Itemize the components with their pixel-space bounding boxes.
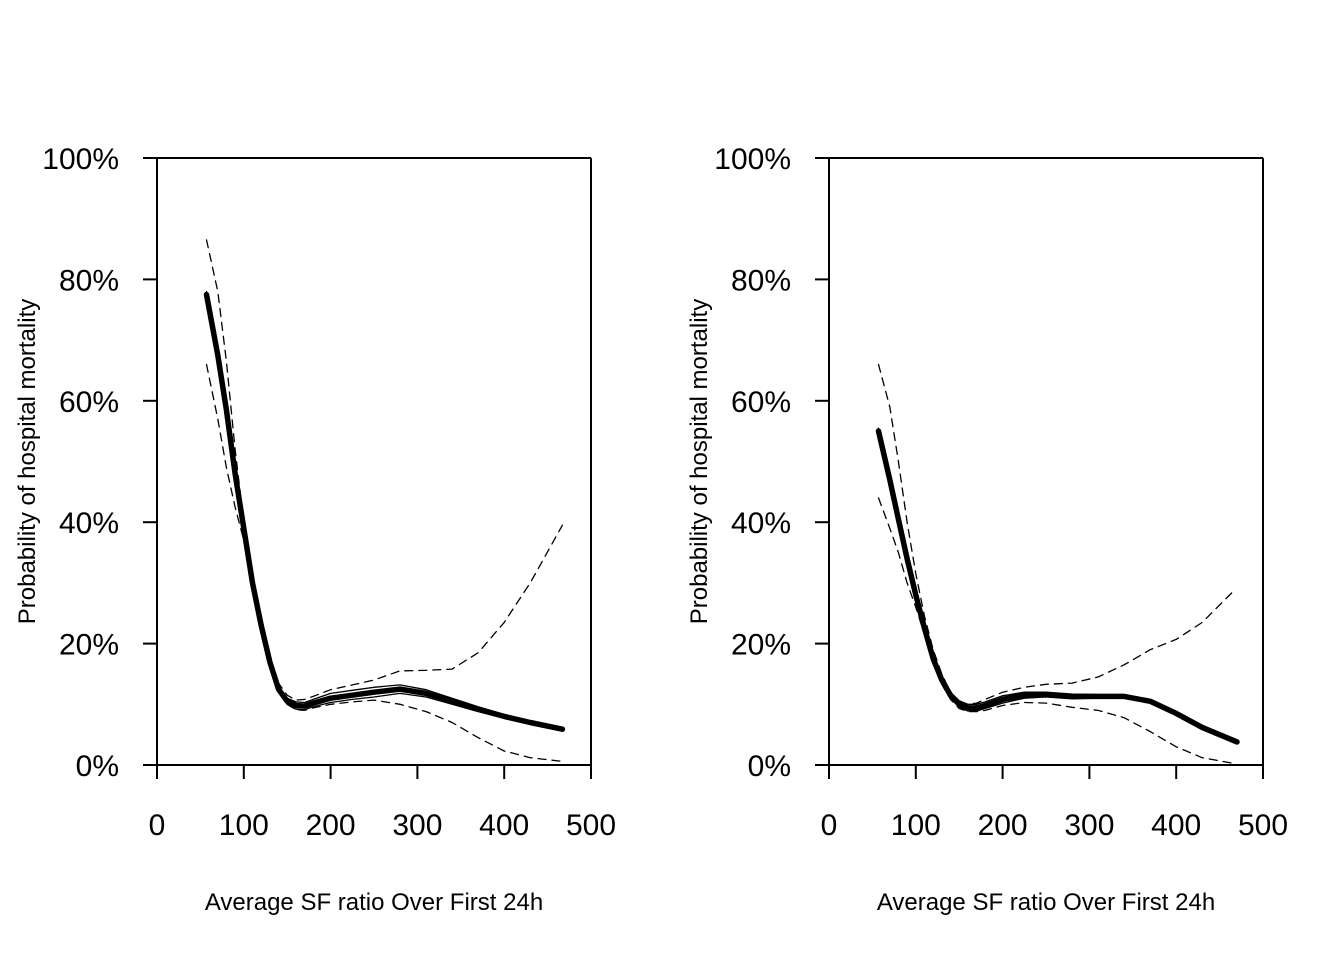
- right-panel: 0% 20% 40% 60% 80% 100% 0 100 200 300 400 500 Averag…: [686, 143, 1288, 916]
- y-tick-label: 100%: [42, 143, 119, 176]
- x-tick-label: 400: [1151, 809, 1201, 842]
- series-thin-line: [207, 292, 563, 730]
- series-ci-dashed-line: [207, 364, 563, 761]
- x-tick-label: 0: [821, 809, 838, 842]
- x-tick-label: 0: [149, 809, 166, 842]
- y-tick-label: 100%: [714, 143, 791, 176]
- x-tick-label: 300: [1064, 809, 1114, 842]
- series-estimate-line: [879, 431, 1238, 742]
- y-axis-title: Probability of hospital mortality: [686, 299, 713, 624]
- series-ci-dashed-line: [879, 498, 1233, 763]
- y-tick-label: 40%: [59, 507, 119, 540]
- x-tick-label: 200: [306, 809, 356, 842]
- y-axis-title: Probability of hospital mortality: [14, 299, 41, 624]
- x-axis-title: Average SF ratio Over First 24h: [877, 889, 1215, 916]
- x-tick-label: 400: [479, 809, 529, 842]
- left-panel: 0% 20% 40% 60% 80% 100% 0 100 200 300 400 500 Averag…: [14, 143, 616, 916]
- series-thin-line: [207, 298, 563, 729]
- series-estimate-line: [207, 295, 563, 730]
- x-tick-label: 500: [566, 809, 616, 842]
- x-axis-title: Average SF ratio Over First 24h: [205, 889, 543, 916]
- y-tick-label: 0%: [76, 750, 119, 783]
- y-tick-label: 80%: [731, 264, 791, 297]
- y-tick-label: 60%: [731, 386, 791, 419]
- y-tick-label: 60%: [59, 386, 119, 419]
- x-tick-label: 100: [219, 809, 269, 842]
- x-tick-label: 100: [891, 809, 941, 842]
- x-tick-label: 200: [978, 809, 1028, 842]
- y-tick-label: 20%: [59, 629, 119, 662]
- x-tick-label: 300: [392, 809, 442, 842]
- y-tick-label: 20%: [731, 629, 791, 662]
- x-tick-label: 500: [1238, 809, 1288, 842]
- y-tick-label: 0%: [748, 750, 791, 783]
- y-tick-label: 40%: [731, 507, 791, 540]
- y-tick-label: 80%: [59, 264, 119, 297]
